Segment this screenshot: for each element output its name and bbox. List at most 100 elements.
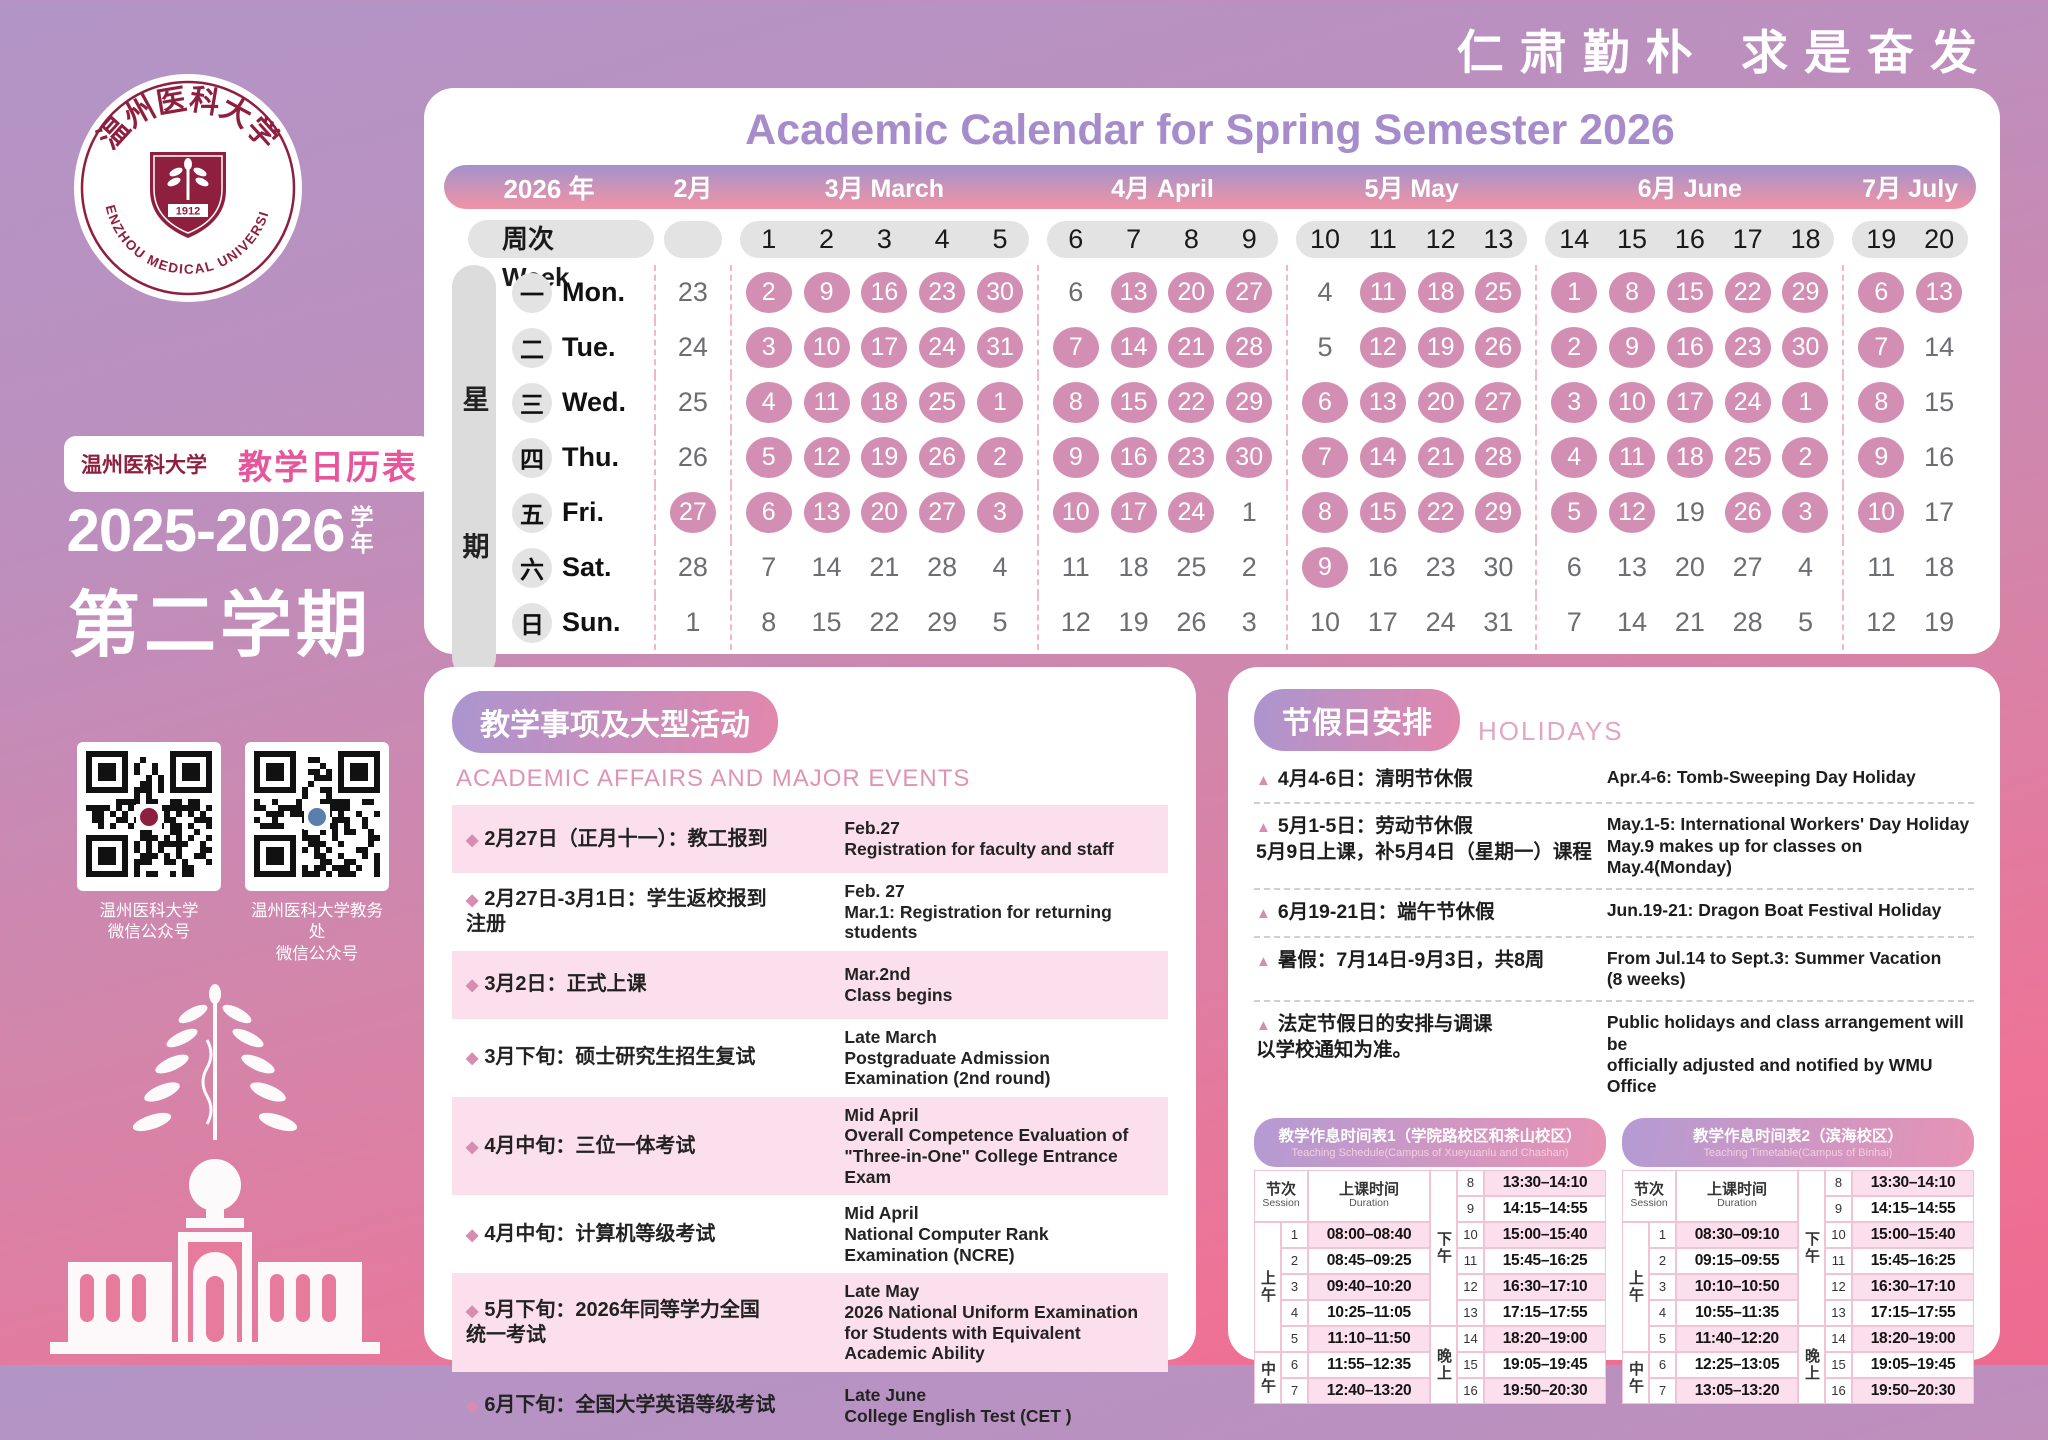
class-day-circle: 24 <box>919 327 966 368</box>
class-day-date: 8 <box>1296 492 1354 533</box>
week-group: 19 20 <box>1842 220 1976 258</box>
session-number: 13 <box>1825 1299 1852 1326</box>
class-day-date: 16 <box>1105 437 1163 478</box>
class-day-circle: 16 <box>1110 437 1157 478</box>
period-group-label: 下午 <box>1430 1169 1457 1326</box>
date: 4 <box>1317 277 1333 307</box>
session-time: 17:15–17:55 <box>1484 1299 1606 1326</box>
class-day-circle: 16 <box>861 272 908 313</box>
month-date-group: 27 <box>654 485 730 540</box>
class-day-circle: 9 <box>1302 547 1348 588</box>
class-day-circle: 15 <box>1110 382 1157 423</box>
seal-tree-icon <box>167 158 209 200</box>
period-group-label: 上午 <box>1622 1221 1649 1352</box>
month-date-group: 3 10 17 24 1 <box>1535 375 1842 430</box>
diamond-bullet-icon: ◆ <box>466 1398 479 1416</box>
class-day-date: 3 <box>971 492 1029 533</box>
week-number-6: 6 <box>1068 223 1084 254</box>
date: 11 <box>1061 552 1090 582</box>
month-date-group: 8 15 <box>1842 375 1976 430</box>
event-text-en: Feb.27 Registration for faculty and staf… <box>844 818 1114 859</box>
date-groups: 23 2 9 16 23 30 6 13 20 27 4 11 18 25 1 8 15 22 29 6 13 <box>654 265 1976 320</box>
class-day-date: 2 <box>740 272 798 313</box>
class-day-date: 21 <box>1162 327 1220 368</box>
month-date-group: 1 8 15 22 29 <box>1535 265 1842 320</box>
class-day-date: 29 <box>1220 382 1278 423</box>
month-date-group: 12 19 <box>1842 595 1976 650</box>
class-day-circle: 9 <box>1052 437 1099 478</box>
date: 5 <box>1797 607 1813 637</box>
events-panel: 教学事项及大型活动 ACADEMIC AFFAIRS AND MAJOR EVE… <box>424 667 1196 1426</box>
class-day-date: 17 <box>855 327 913 368</box>
date: 16 <box>1924 442 1955 472</box>
week-number-10: 10 <box>1309 223 1341 254</box>
class-day-circle: 14 <box>1110 327 1157 368</box>
class-day-circle: 9 <box>803 272 850 313</box>
session-time: 13:30–14:10 <box>1484 1169 1606 1196</box>
date-groups: 27 6 13 20 27 3 10 17 24 1 8 15 22 29 5 12 19 26 3 10 17 <box>654 485 1976 540</box>
holiday-text-en: Jun.19-21: Dragon Boat Festival Holiday <box>1606 900 1942 921</box>
qr-image-academic-affairs <box>245 742 389 891</box>
class-day-date: 11 <box>1354 272 1412 313</box>
class-day-date: 20 <box>1412 382 1470 423</box>
class-day-circle: 6 <box>1302 382 1348 423</box>
class-day-date: 28 <box>1220 327 1278 368</box>
date: 30 <box>1483 552 1514 582</box>
session-time: 10:25–11:05 <box>1308 1299 1430 1326</box>
date: 19 <box>1674 497 1705 527</box>
class-day-date: 8 <box>1852 382 1910 423</box>
class-day-circle: 18 <box>861 382 908 423</box>
weekday-cn-badge: 六 <box>512 547 552 588</box>
period-group-label: 中午 <box>1622 1351 1649 1404</box>
session-time: 14:15–14:55 <box>1852 1195 1974 1222</box>
session-time: 12:40–13:20 <box>1308 1377 1430 1404</box>
date: 14 <box>1924 332 1955 362</box>
academic-year-range: 2025-2026 <box>66 497 346 564</box>
calendar-title: Academic Calendar for Spring Semester 20… <box>745 106 1675 154</box>
date: 29 <box>927 607 958 637</box>
class-day-circle: 10 <box>1609 382 1656 423</box>
date: 24 <box>677 332 708 362</box>
session-time: 09:40–10:20 <box>1308 1273 1430 1300</box>
date: 4 <box>1797 552 1813 582</box>
date: 21 <box>869 552 900 582</box>
events-title-cn: 教学事项及大型活动 <box>452 691 778 753</box>
week-pill: 14 15 16 17 18 <box>1545 220 1835 258</box>
campus-building-illustration <box>10 980 420 1370</box>
session-number: 7 <box>1649 1377 1676 1404</box>
period-group-label: 中午 <box>1254 1351 1281 1404</box>
holiday-item: ▲ 5月1-5日：劳动节休假 5月9日上课，补5月4日（星期一）课程 May.1-5… <box>1254 804 1974 891</box>
weekday-en-label: Mon. <box>562 277 625 307</box>
event-row: ◆ 4月中旬：三位一体考试 Mid April Overall Competence… <box>452 1096 1168 1196</box>
month-date-group: 24 <box>654 320 730 375</box>
class-day-date: 7 <box>1852 327 1910 368</box>
holiday-item: ▲ 4月4-6日：清明节休假 Apr.4-6: Tomb-Sweeping Day … <box>1254 757 1974 805</box>
week-number-20: 20 <box>1924 223 1955 254</box>
event-text-en: Mar.2nd Class begins <box>844 964 953 1005</box>
class-day-circle: 8 <box>1052 382 1099 423</box>
class-day-date: 31 <box>971 327 1029 368</box>
class-day-circle: 12 <box>803 437 850 478</box>
month-date-group: 9 16 <box>1842 430 1976 485</box>
class-day-date: 8 <box>1603 272 1661 313</box>
week-group: 1 2 3 4 5 <box>730 220 1037 258</box>
class-day-circle: 30 <box>1782 327 1829 368</box>
date: 23 <box>1425 552 1456 582</box>
month-date-group: 10 17 24 31 <box>1286 595 1535 650</box>
class-day-circle: 2 <box>976 437 1023 478</box>
month-date-group: 6 13 20 27 3 <box>729 485 1037 540</box>
session-number: 5 <box>1281 1325 1308 1352</box>
duration-column-header: 上课时间 Duration <box>1308 1169 1430 1222</box>
class-day-date: 2 <box>1545 327 1603 368</box>
calendar-row-Tue: 二 Tue. 24 3 10 17 24 31 7 14 21 28 5 12 19 26 2 9 16 23 30 7 1… <box>496 320 1976 375</box>
class-day-circle: 7 <box>1052 327 1099 368</box>
class-day-date: 26 <box>1719 492 1777 533</box>
class-day-circle: 7 <box>1858 327 1905 368</box>
date: 19 <box>1118 607 1149 637</box>
class-day-circle: 19 <box>1417 327 1464 368</box>
date: 14 <box>1617 607 1648 637</box>
diamond-bullet-icon: ◆ <box>466 831 479 849</box>
weekday-en-label: Wed. <box>562 387 627 417</box>
class-day-circle: 8 <box>1858 382 1905 423</box>
event-text-cn: ◆ 4月中旬：计算机等级考试 <box>466 1222 716 1245</box>
